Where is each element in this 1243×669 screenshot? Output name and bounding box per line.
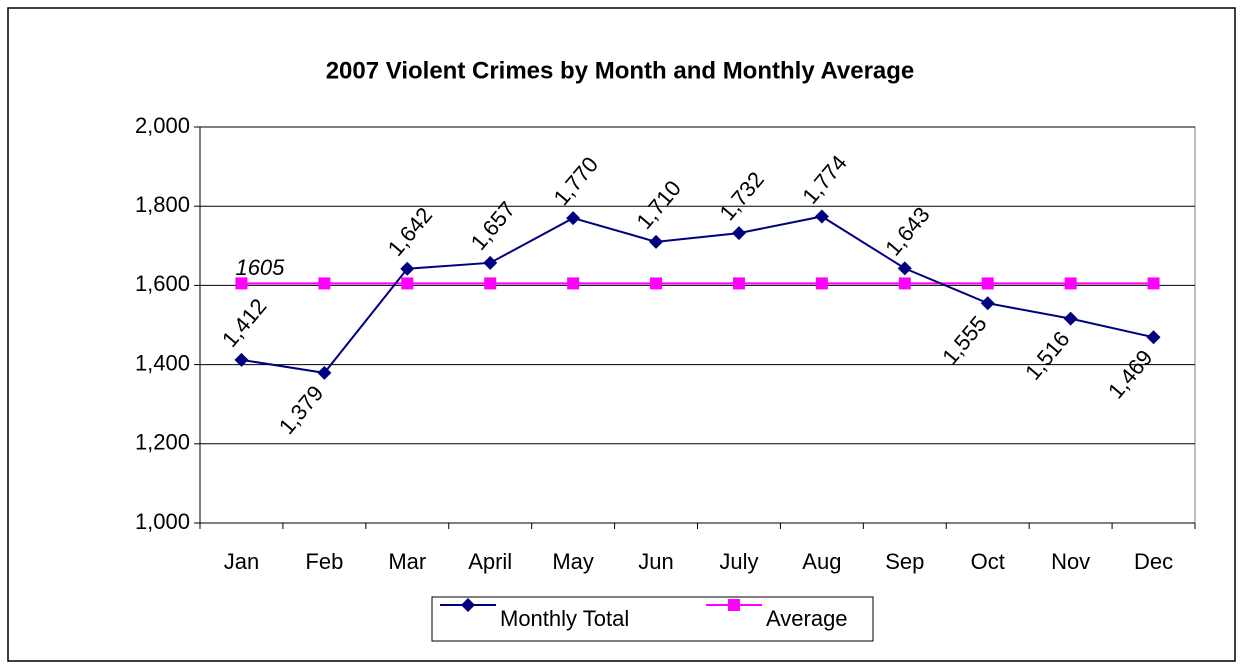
- data-point: [317, 365, 332, 380]
- chart-title: 2007 Violent Crimes by Month and Monthly…: [326, 57, 915, 84]
- x-tick-label: Nov: [1051, 549, 1090, 574]
- x-tick-label: Mar: [388, 549, 426, 574]
- y-tick-label: 1,200: [135, 430, 190, 455]
- x-tick-label: April: [468, 549, 512, 574]
- data-point: [483, 255, 498, 270]
- data-point: [1063, 311, 1078, 326]
- legend-box: [431, 596, 874, 642]
- data-point: [814, 209, 829, 224]
- legend-marker: [461, 598, 475, 612]
- legend-label: Monthly Total: [500, 606, 629, 631]
- x-tick-label: Sep: [885, 549, 924, 574]
- data-point: [815, 277, 828, 290]
- data-point: [234, 352, 249, 367]
- y-tick-label: 1,000: [135, 509, 190, 534]
- y-tick-label: 1,400: [135, 350, 190, 375]
- y-tick-label: 1,800: [135, 192, 190, 217]
- data-point: [400, 261, 415, 276]
- x-tick-label: Dec: [1134, 549, 1173, 574]
- data-point: [650, 277, 663, 290]
- plot-area: [199, 126, 1196, 524]
- series-line: [241, 215, 1154, 374]
- legend-marker: [728, 599, 740, 611]
- data-point: [732, 277, 745, 290]
- y-tick-label: 2,000: [135, 113, 190, 138]
- legend-label: Average: [766, 606, 848, 631]
- data-point: [1147, 277, 1160, 290]
- data-point: [731, 226, 746, 241]
- data-point: [649, 234, 664, 249]
- x-tick-label: Aug: [802, 549, 841, 574]
- data-point: [567, 277, 580, 290]
- data-point: [1146, 330, 1161, 345]
- data-point: [980, 296, 995, 311]
- x-tick-label: Jun: [638, 549, 673, 574]
- x-tick-label: July: [719, 549, 758, 574]
- x-tick-label: Jan: [224, 549, 259, 574]
- x-tick-label: Feb: [305, 549, 343, 574]
- data-point: [318, 277, 331, 290]
- data-point: [981, 277, 994, 290]
- data-point: [897, 261, 912, 276]
- y-tick-label: 1,600: [135, 271, 190, 296]
- x-tick-label: Oct: [971, 549, 1005, 574]
- data-point: [484, 277, 497, 290]
- data-point: [235, 277, 248, 290]
- data-point: [401, 277, 414, 290]
- average-label: 1605: [235, 255, 285, 280]
- data-point: [566, 211, 581, 226]
- data-point: [1064, 277, 1077, 290]
- data-point: [898, 277, 911, 290]
- x-tick-label: May: [552, 549, 594, 574]
